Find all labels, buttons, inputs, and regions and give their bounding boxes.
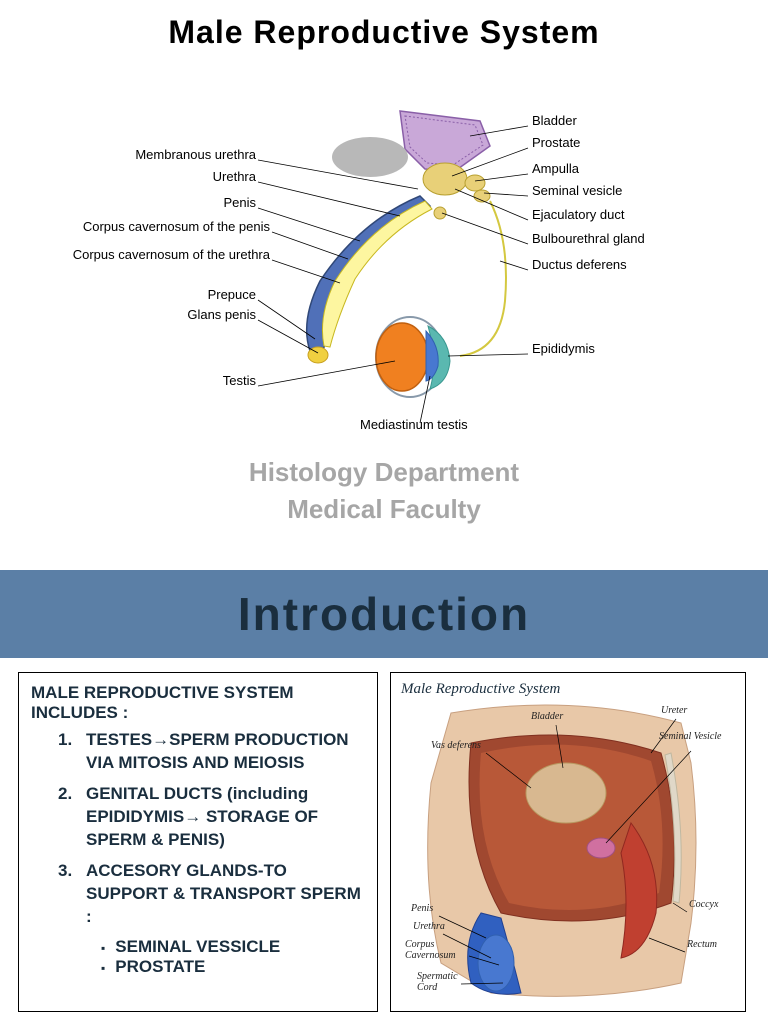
intro-sub-1: SEMINAL VESSICLE: [101, 937, 365, 957]
img2-label-rectum: Rectum: [687, 939, 717, 950]
img2-label-coccyx: Coccyx: [689, 899, 718, 910]
intro-item-3: 3.ACCESORY GLANDS-TO SUPPORT & TRANSPORT…: [86, 860, 365, 929]
label-penis: Penis: [223, 195, 256, 210]
slide1-title: Male Reproductive System: [0, 0, 768, 51]
slide-1: Male Reproductive System: [0, 0, 768, 570]
label-prepuce: Prepuce: [208, 287, 256, 302]
anatomy-diagram-1: Membranous urethra Urethra Penis Corpus …: [0, 61, 768, 451]
img2-label-penis: Penis: [411, 903, 433, 914]
label-ejaculatory-duct: Ejaculatory duct: [532, 207, 625, 222]
label-ductus-deferens: Ductus deferens: [532, 257, 627, 272]
img2-caption: Male Reproductive System: [401, 681, 735, 698]
intro-item-1: 1.TESTES→SPERM PRODUCTION VIA MITOSIS AN…: [86, 729, 365, 775]
intro-heading: MALE REPRODUCTIVE SYSTEM INCLUDES :: [31, 683, 365, 723]
label-corpus-urethra: Corpus cavernosum of the urethra: [73, 247, 270, 262]
anatomy-image-2: Male Reproductive System: [390, 672, 746, 1012]
intro-sub-2: PROSTATE: [101, 957, 365, 977]
slide1-subtitle1: Histology Department: [0, 457, 768, 488]
img2-label-corpuscav: Corpus Cavernosum: [405, 939, 465, 961]
slide1-subtitle2: Medical Faculty: [0, 494, 768, 525]
label-seminal-vesicle: Seminal vesicle: [532, 183, 622, 198]
intro-item-2: 2.GENITAL DUCTS (including EPIDIDYMIS→ S…: [86, 783, 365, 852]
label-corpus-penis: Corpus cavernosum of the penis: [83, 219, 270, 234]
label-epididymis: Epididymis: [532, 341, 595, 356]
label-glans: Glans penis: [187, 307, 256, 322]
img2-label-ureter: Ureter: [661, 705, 687, 716]
img2-label-bladder: Bladder: [531, 711, 563, 722]
label-membranous-urethra: Membranous urethra: [135, 147, 256, 162]
label-ampulla: Ampulla: [532, 161, 579, 176]
img2-label-spermaticcord: Spermatic Cord: [417, 971, 477, 993]
intro-textbox: MALE REPRODUCTIVE SYSTEM INCLUDES : 1.TE…: [18, 672, 378, 1012]
label-bulbourethral: Bulbourethral gland: [532, 231, 645, 246]
label-bladder: Bladder: [532, 113, 577, 128]
label-mediastinum: Mediastinum testis: [360, 417, 468, 432]
img2-label-seminalvesicle: Seminal Vesicle: [659, 731, 729, 742]
img2-label-urethra: Urethra: [413, 921, 445, 932]
intro-banner: Introduction: [0, 570, 768, 658]
label-urethra: Urethra: [213, 169, 256, 184]
label-prostate: Prostate: [532, 135, 580, 150]
intro-title: Introduction: [238, 587, 530, 641]
img2-label-vasdeferens: Vas deferens: [431, 740, 481, 751]
label-testis: Testis: [223, 373, 256, 388]
slide-2-body: MALE REPRODUCTIVE SYSTEM INCLUDES : 1.TE…: [0, 658, 768, 1012]
